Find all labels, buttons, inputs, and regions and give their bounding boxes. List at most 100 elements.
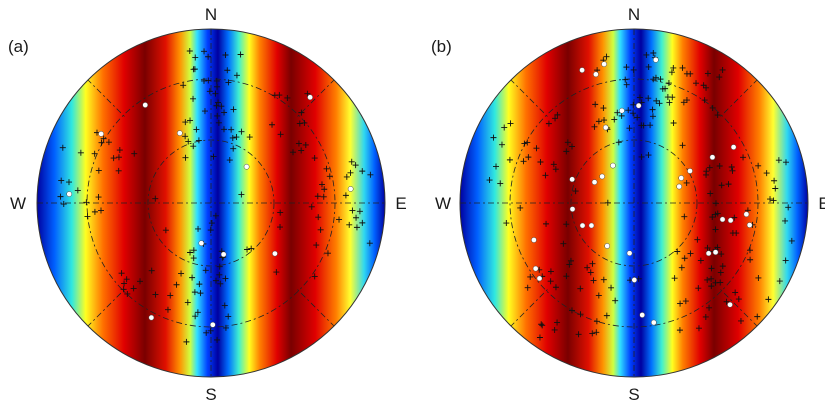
pole-circle-marker <box>307 94 313 101</box>
pole-plus-marker <box>284 94 291 101</box>
pole-plus-marker <box>520 158 527 165</box>
pole-plus-marker <box>785 204 792 211</box>
pole-plus-marker <box>706 164 713 171</box>
pole-plus-marker <box>622 76 629 83</box>
pole-plus-marker <box>577 311 584 318</box>
pole-plus-marker <box>671 275 678 282</box>
pole-plus-marker <box>201 48 208 55</box>
pole-plus-marker <box>681 255 688 262</box>
pole-plus-marker <box>195 225 202 232</box>
pole-plus-marker <box>246 134 253 141</box>
pole-plus-marker <box>59 144 66 151</box>
pole-plus-marker <box>527 273 534 280</box>
pole-plus-marker <box>95 167 102 174</box>
pole-circle-marker <box>676 183 683 190</box>
pole-plus-marker <box>603 312 610 319</box>
pole-plus-marker <box>517 204 524 211</box>
pole-circle-marker <box>727 217 734 224</box>
pole-plus-marker <box>216 263 223 270</box>
pole-plus-marker <box>353 224 360 231</box>
pole-plus-marker <box>539 322 546 329</box>
pole-circle-marker <box>705 250 712 257</box>
pole-plus-marker <box>298 147 305 154</box>
pole-plus-marker <box>640 122 647 129</box>
pole-circle-marker <box>746 222 753 228</box>
pole-plus-marker <box>498 141 505 148</box>
pole-plus-marker <box>210 153 217 160</box>
pole-plus-marker <box>315 214 322 221</box>
panel-b-south-label: S <box>628 385 639 404</box>
pole-plus-marker <box>190 247 197 254</box>
pole-plus-marker <box>213 102 220 109</box>
pole-plus-marker <box>755 162 762 169</box>
pole-plus-marker <box>192 54 199 61</box>
pole-plus-marker <box>656 100 663 107</box>
pole-plus-marker <box>308 203 315 210</box>
pole-plus-marker <box>202 267 209 274</box>
pole-circle-marker <box>579 222 586 229</box>
pole-circle-marker <box>743 211 750 218</box>
pole-plus-marker <box>708 265 715 272</box>
pole-plus-marker <box>537 159 544 166</box>
pole-circle-marker <box>220 251 227 258</box>
pole-plus-marker <box>220 126 227 133</box>
pole-plus-marker <box>349 207 356 214</box>
pole-plus-marker <box>550 161 557 168</box>
pole-plus-marker <box>118 270 125 277</box>
pole-plus-marker <box>746 247 753 254</box>
pole-plus-marker <box>716 162 723 169</box>
pole-plus-marker <box>771 177 778 184</box>
pole-plus-marker <box>680 99 687 106</box>
pole-plus-marker <box>507 120 514 127</box>
pole-plus-marker <box>95 194 102 201</box>
pole-plus-marker <box>228 126 235 133</box>
pole-plus-marker <box>776 278 783 285</box>
pole-plus-marker <box>248 245 255 252</box>
pole-circle-marker <box>272 250 278 257</box>
pole-plus-marker <box>695 325 702 332</box>
stereonet-b-border <box>459 28 809 378</box>
pole-plus-marker <box>217 280 224 287</box>
pole-plus-marker <box>74 187 81 194</box>
pole-plus-marker <box>717 279 724 286</box>
pole-plus-marker <box>91 150 98 157</box>
pole-circle-marker <box>712 249 719 256</box>
pole-plus-marker <box>615 139 622 146</box>
pole-circle-marker <box>639 312 646 318</box>
pole-plus-marker <box>612 297 619 304</box>
panel-b-west-label: W <box>435 194 451 213</box>
pole-plus-marker <box>346 221 353 228</box>
pole-plus-marker <box>277 131 284 138</box>
pole-plus-marker <box>577 285 584 292</box>
pole-plus-marker <box>709 104 716 111</box>
pole-plus-marker <box>207 327 214 334</box>
pole-plus-marker <box>317 226 324 233</box>
pole-circle-marker <box>243 163 250 170</box>
pole-plus-marker <box>782 257 789 264</box>
pole-plus-marker <box>486 177 493 184</box>
stereonet-a: (a) N S W E <box>8 5 407 404</box>
pole-plus-marker <box>712 226 719 233</box>
pole-plus-marker <box>536 334 543 341</box>
pole-plus-marker <box>501 124 508 131</box>
pole-plus-marker <box>326 173 333 180</box>
pole-plus-marker <box>706 304 713 311</box>
pole-plus-marker <box>203 329 210 336</box>
pole-plus-marker <box>277 224 284 231</box>
pole-plus-marker <box>178 270 185 277</box>
pole-plus-marker <box>572 188 579 195</box>
pole-plus-marker <box>670 64 677 71</box>
pole-circle-marker <box>66 191 73 197</box>
pole-plus-marker <box>238 128 245 135</box>
pole-plus-marker <box>222 275 229 282</box>
pole-plus-marker <box>538 321 545 328</box>
pole-plus-marker <box>65 179 72 186</box>
pole-plus-marker <box>547 278 554 285</box>
panel-a-west-label: W <box>10 194 26 213</box>
panel-a-east-label: E <box>395 194 406 213</box>
pole-circle-marker <box>569 206 576 212</box>
pole-plus-marker <box>718 182 725 189</box>
pole-plus-marker <box>359 168 366 175</box>
pole-plus-marker <box>182 133 189 140</box>
pole-plus-marker <box>643 51 650 58</box>
